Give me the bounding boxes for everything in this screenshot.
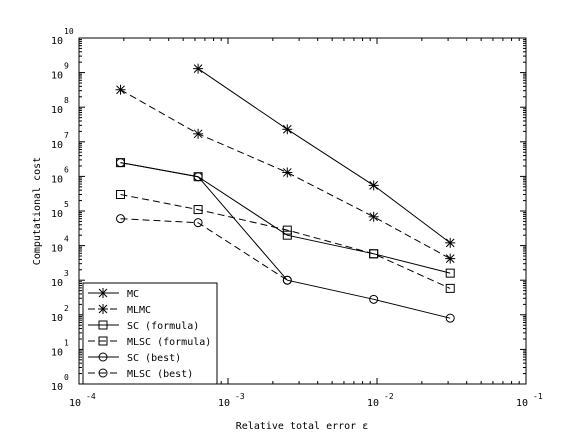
series-sc-formula xyxy=(116,158,455,278)
star-marker xyxy=(98,288,108,298)
star-marker xyxy=(98,304,108,314)
y-tick-label: 10 xyxy=(51,174,63,185)
series-mlsc-formula xyxy=(116,189,455,293)
series-line xyxy=(120,218,288,281)
star-marker xyxy=(193,63,204,74)
legend-item: SC (formula) xyxy=(88,320,199,332)
circle-marker xyxy=(116,158,126,168)
legend-label: MLSC (formula) xyxy=(127,337,211,348)
series-line xyxy=(120,194,451,289)
axis-ticks: 10-410-310-210-1100101102103104105106107… xyxy=(51,27,543,409)
series-mlmc xyxy=(115,84,456,264)
legend: MC MLMC SC (formula) MLSC (formula) SC (best… xyxy=(82,282,218,385)
legend-box xyxy=(82,282,218,385)
series-mlsc-best xyxy=(116,214,292,285)
y-tick-exponent: 7 xyxy=(64,131,69,140)
x-tick-exponent: -2 xyxy=(384,392,394,401)
x-tick-exponent: -4 xyxy=(86,392,96,401)
circle-marker xyxy=(98,352,108,362)
y-tick-label: 10 xyxy=(51,313,63,324)
y-tick-exponent: 4 xyxy=(64,235,69,244)
y-tick-label: 10 xyxy=(51,347,63,358)
circle-marker xyxy=(369,294,379,304)
circle-marker xyxy=(445,313,455,323)
legend-item: MLSC (best) xyxy=(88,368,193,380)
y-tick-exponent: 0 xyxy=(64,373,69,382)
y-tick-label: 10 xyxy=(51,278,63,289)
y-axis-label: Computational cost xyxy=(32,157,43,265)
square-marker xyxy=(445,268,455,278)
x-tick-label: 10 xyxy=(516,398,528,409)
legend-item: MLSC (formula) xyxy=(88,336,211,348)
star-marker xyxy=(115,84,126,95)
y-tick-label: 10 xyxy=(51,36,63,47)
x-tick-label: 10 xyxy=(218,398,230,409)
star-marker xyxy=(368,180,379,191)
square-marker xyxy=(445,283,455,293)
legend-label: MC xyxy=(127,289,139,300)
y-tick-exponent: 2 xyxy=(64,304,69,313)
square-marker xyxy=(369,249,379,259)
y-tick-exponent: 10 xyxy=(64,27,74,36)
y-tick-label: 10 xyxy=(51,140,63,151)
star-marker xyxy=(445,237,456,248)
series-line xyxy=(120,162,451,319)
legend-label: MLMC xyxy=(127,305,151,316)
y-tick-exponent: 6 xyxy=(64,165,69,174)
star-marker xyxy=(282,167,293,178)
circle-marker xyxy=(282,275,292,285)
y-tick-exponent: 1 xyxy=(64,338,69,347)
x-axis-label: Relative total error ε xyxy=(236,421,368,432)
circle-marker xyxy=(193,172,203,182)
star-marker xyxy=(368,211,379,222)
y-tick-label: 10 xyxy=(51,244,63,255)
legend-label: SC (best) xyxy=(127,353,181,364)
legend-item: SC (best) xyxy=(88,352,181,364)
square-marker xyxy=(98,320,108,330)
y-tick-label: 10 xyxy=(51,71,63,82)
series-line xyxy=(120,89,451,260)
square-marker xyxy=(282,225,292,235)
x-tick-label: 10 xyxy=(367,398,379,409)
circle-marker xyxy=(116,214,126,224)
series-line xyxy=(197,68,451,244)
legend-item: MC xyxy=(88,288,139,300)
y-tick-label: 10 xyxy=(51,105,63,116)
y-tick-label: 10 xyxy=(51,209,63,220)
series-line xyxy=(120,162,451,274)
legend-item: MLMC xyxy=(88,304,151,316)
star-marker xyxy=(193,128,204,139)
y-tick-label: 10 xyxy=(51,382,63,393)
square-marker xyxy=(98,336,108,346)
legend-label: SC (formula) xyxy=(127,321,199,332)
square-marker xyxy=(193,205,203,215)
y-tick-exponent: 8 xyxy=(64,96,69,105)
x-tick-exponent: -3 xyxy=(235,392,245,401)
y-tick-exponent: 9 xyxy=(64,62,69,71)
series-layer xyxy=(115,63,456,323)
x-tick-exponent: -1 xyxy=(533,392,543,401)
legend-label: MLSC (best) xyxy=(127,369,193,380)
square-marker xyxy=(116,189,126,199)
star-marker xyxy=(282,124,293,135)
series-mc xyxy=(193,63,456,248)
star-marker xyxy=(445,253,456,264)
circle-marker xyxy=(98,368,108,378)
square-marker xyxy=(282,230,292,240)
circle-marker xyxy=(193,218,203,228)
y-tick-exponent: 5 xyxy=(64,200,69,209)
y-tick-exponent: 3 xyxy=(64,269,69,278)
x-tick-label: 10 xyxy=(69,398,81,409)
